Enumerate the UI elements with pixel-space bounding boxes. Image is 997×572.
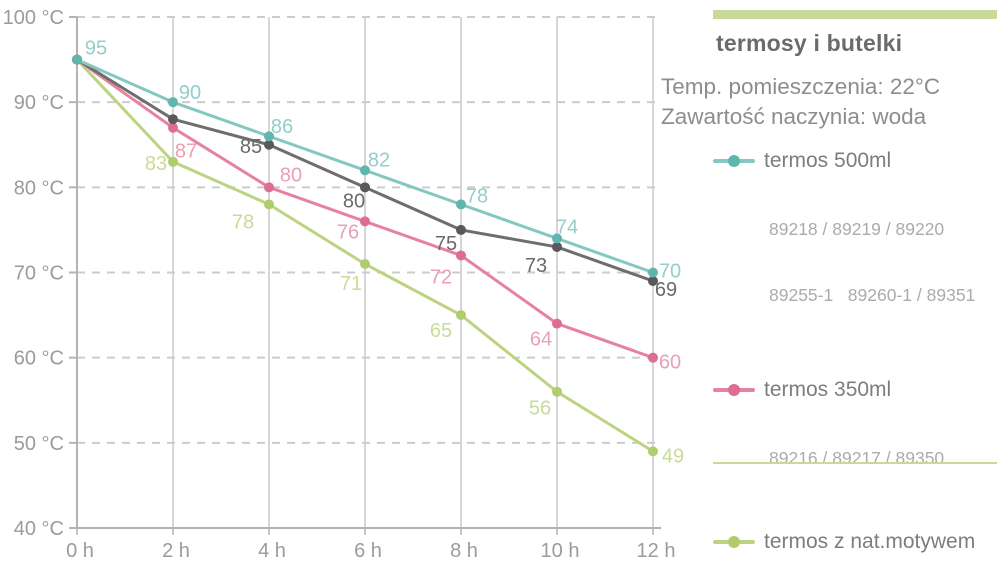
data-point bbox=[552, 386, 562, 397]
vessel-content-note: Zawartość naczynia: woda bbox=[661, 103, 927, 129]
marker-dot bbox=[728, 384, 740, 396]
legend-head: termos 500ml bbox=[713, 148, 997, 174]
data-point bbox=[648, 446, 658, 457]
data-point bbox=[168, 97, 178, 108]
y-tick-label: 40 °C bbox=[14, 518, 64, 540]
data-point bbox=[360, 258, 370, 269]
series-name: termos 350ml bbox=[764, 378, 892, 401]
value-label: 69 bbox=[655, 279, 677, 301]
value-label: 60 bbox=[659, 352, 681, 374]
y-tick-label: 60 °C bbox=[14, 348, 64, 370]
value-label: 64 bbox=[530, 329, 552, 351]
marker-dot bbox=[728, 536, 740, 548]
data-point bbox=[264, 199, 274, 210]
legend-head: termos z nat.motywem bbox=[713, 529, 997, 555]
x-tick-label: 8 h bbox=[450, 540, 478, 562]
data-point bbox=[360, 165, 370, 176]
value-label: 74 bbox=[556, 216, 578, 238]
data-point bbox=[552, 318, 562, 329]
series-marker-icon bbox=[713, 536, 755, 548]
series-name: termos z nat.motywem bbox=[764, 530, 976, 553]
value-label: 78 bbox=[466, 185, 488, 207]
legend-panel: termosy i butelki Temp. pomieszczenia: 2… bbox=[660, 0, 997, 572]
value-label: 65 bbox=[430, 320, 452, 342]
code-line: 89218 / 89219 / 89220 bbox=[769, 219, 945, 239]
value-label: 71 bbox=[340, 273, 362, 295]
y-tick-label: 100 °C bbox=[3, 7, 64, 29]
legend-head: termos 350ml bbox=[713, 377, 997, 403]
series-marker-icon bbox=[713, 155, 755, 167]
value-label: 70 bbox=[659, 261, 681, 283]
value-label: 90 bbox=[179, 82, 201, 104]
x-tick-label: 10 h bbox=[541, 540, 580, 562]
legend-item-termos-350ml: termos 350ml 89216 / 89217 / 89350 bbox=[713, 377, 997, 513]
legend-item-termos-nat-motywem: termos z nat.motywem 89262 / 89263 bbox=[713, 529, 997, 572]
value-label: 49 bbox=[662, 445, 684, 467]
x-tick-label: 12 h bbox=[637, 540, 676, 562]
data-point bbox=[648, 267, 658, 278]
line-chart: 100 °C 90 °C 80 °C 70 °C 60 °C 50 °C 40 °C0 h 2… bbox=[3, 7, 685, 562]
page-title: termosy i butelki bbox=[716, 30, 903, 56]
data-point bbox=[552, 233, 562, 244]
y-tick-label: 80 °C bbox=[14, 177, 64, 199]
value-label: 73 bbox=[525, 255, 547, 277]
value-label: 80 bbox=[280, 164, 302, 186]
value-label: 82 bbox=[368, 149, 390, 171]
product-codes: 89218 / 89219 / 89220 89255-1 89260-1 / … bbox=[713, 174, 997, 350]
data-point bbox=[456, 250, 466, 261]
data-point bbox=[72, 54, 82, 65]
legend: termos 500ml 89218 / 89219 / 89220 89255… bbox=[713, 148, 997, 572]
value-label: 56 bbox=[529, 398, 551, 420]
value-label: 87 bbox=[175, 141, 197, 163]
x-tick-label: 6 h bbox=[354, 540, 382, 562]
value-label: 86 bbox=[271, 116, 293, 138]
y-tick-label: 50 °C bbox=[14, 433, 64, 455]
data-point bbox=[168, 114, 178, 125]
value-label: 76 bbox=[337, 221, 359, 243]
data-point bbox=[264, 131, 274, 142]
marker-dot bbox=[728, 155, 740, 167]
legend-item-termos-500ml: termos 500ml 89218 / 89219 / 89220 89255… bbox=[713, 148, 997, 350]
value-label: 72 bbox=[430, 266, 452, 288]
value-label: 78 bbox=[232, 211, 254, 233]
value-label: 75 bbox=[435, 233, 457, 255]
product-codes: 89262 / 89263 bbox=[713, 555, 997, 572]
data-point bbox=[456, 224, 466, 235]
accent-bar bbox=[713, 10, 997, 19]
value-label: 85 bbox=[240, 136, 262, 158]
product-codes: 89216 / 89217 / 89350 bbox=[713, 403, 997, 513]
data-point bbox=[648, 352, 658, 363]
test-conditions: Temp. pomieszczenia: 22°C Zawartość nacz… bbox=[661, 72, 940, 131]
data-point bbox=[456, 199, 466, 210]
x-tick-label: 4 h bbox=[258, 540, 286, 562]
data-point bbox=[552, 241, 562, 252]
x-tick-label: 2 h bbox=[162, 540, 190, 562]
value-label: 95 bbox=[85, 38, 107, 60]
code-line: 89255-1 89260-1 / 89351 bbox=[769, 285, 976, 305]
room-temperature-note: Temp. pomieszczenia: 22°C bbox=[661, 74, 941, 99]
value-label: 80 bbox=[343, 190, 365, 212]
y-tick-label: 70 °C bbox=[14, 263, 64, 285]
data-point bbox=[360, 182, 370, 193]
data-point bbox=[648, 276, 658, 287]
data-point bbox=[264, 182, 274, 193]
series-marker-icon bbox=[713, 384, 755, 396]
code-line: 89216 / 89217 / 89350 bbox=[769, 448, 945, 468]
y-tick-label: 90 °C bbox=[14, 92, 64, 114]
x-tick-label: 0 h bbox=[66, 540, 94, 562]
value-label: 83 bbox=[145, 153, 167, 175]
separator-line bbox=[713, 462, 997, 464]
data-point bbox=[168, 156, 178, 167]
data-point bbox=[360, 216, 370, 227]
series-name: termos 500ml bbox=[764, 149, 892, 172]
data-point bbox=[456, 310, 466, 321]
data-point bbox=[168, 122, 178, 133]
data-point bbox=[264, 139, 274, 150]
